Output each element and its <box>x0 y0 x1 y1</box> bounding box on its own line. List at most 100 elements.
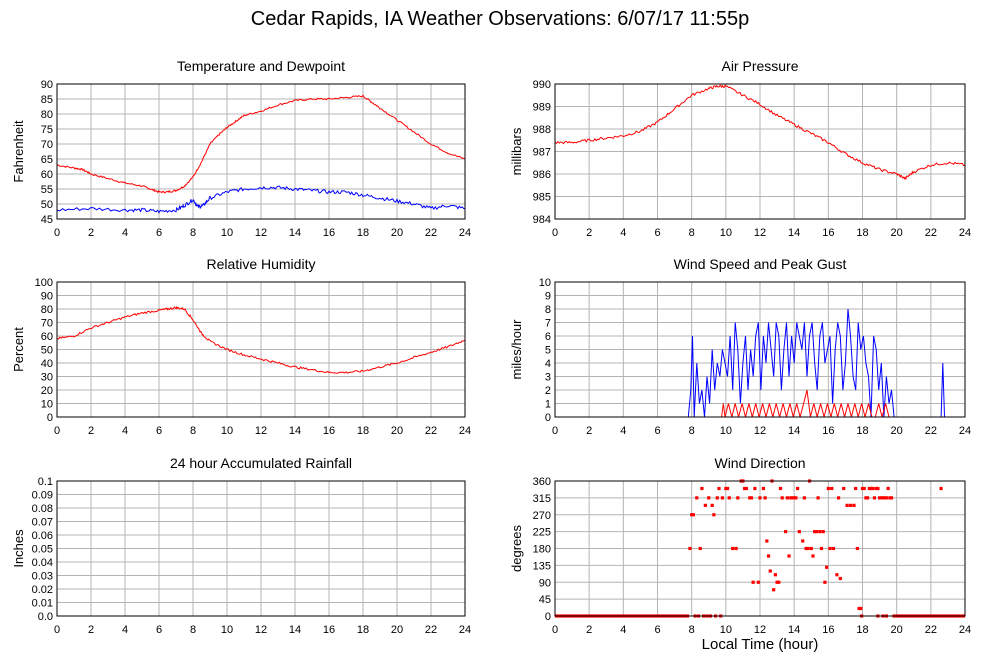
plot-frame <box>56 83 466 220</box>
direction-point <box>886 486 890 491</box>
direction-point <box>761 486 766 491</box>
x-tick-label: 0 <box>54 425 60 437</box>
direction-point <box>816 496 820 500</box>
x-tick-label: 4 <box>122 624 128 636</box>
direction-point <box>794 496 798 500</box>
direction-point <box>801 539 805 543</box>
x-tick-label: 10 <box>720 425 732 437</box>
y-tick-label: 0 <box>545 611 551 623</box>
y-axis-label: degrees <box>509 525 524 572</box>
direction-point <box>717 486 721 491</box>
x-tick-label: 20 <box>391 624 403 636</box>
x-tick-label: 20 <box>391 227 403 239</box>
y-tick-label: 0.1 <box>38 476 53 488</box>
direction-point <box>877 496 882 500</box>
plot-frame <box>56 281 466 418</box>
x-tick-label: 6 <box>156 624 162 636</box>
direction-point <box>848 503 853 507</box>
y-axis-label: Fahrenheit <box>11 120 26 183</box>
direction-point <box>710 503 714 507</box>
x-tick-label: 18 <box>357 624 369 636</box>
y-tick-label: 984 <box>533 214 551 226</box>
direction-point <box>785 496 789 500</box>
direction-point <box>734 546 738 551</box>
direction-point <box>888 496 892 500</box>
direction-point <box>763 496 767 500</box>
x-tick-label: 12 <box>754 227 766 239</box>
chart-title: Air Pressure <box>721 58 798 74</box>
y-tick-label: 6 <box>545 331 551 343</box>
direction-point <box>691 513 695 517</box>
y-tick-label: 60 <box>41 331 53 343</box>
direction-point <box>823 580 827 584</box>
series-line-0 <box>555 308 965 418</box>
x-tick-label: 14 <box>289 425 301 437</box>
x-tick-label: 6 <box>156 227 162 239</box>
y-axis-label: millibars <box>509 127 524 175</box>
x-tick-label: 14 <box>788 624 800 636</box>
series-line-0 <box>56 305 466 374</box>
direction-point <box>772 588 776 592</box>
series-line-0 <box>56 94 466 194</box>
direction-point <box>889 496 894 500</box>
direction-point <box>778 486 783 491</box>
y-tick-label: 7 <box>545 318 551 330</box>
x-tick-label: 18 <box>856 624 868 636</box>
x-axis-label: Local Time (hour) <box>701 636 819 653</box>
y-tick-label: 0.08 <box>32 503 53 515</box>
direction-point <box>749 496 754 500</box>
chart-title: Temperature and Dewpoint <box>177 58 345 74</box>
y-tick-label: 180 <box>533 544 551 556</box>
x-tick-label: 14 <box>289 624 301 636</box>
y-tick-label: 985 <box>533 192 551 204</box>
y-tick-label: 0 <box>545 412 551 424</box>
direction-point <box>789 496 793 500</box>
plot-frame <box>554 83 966 220</box>
x-tick-label: 16 <box>323 624 335 636</box>
chart-pressure: 0 2 4 6 8 10 12 14 16 18 20 22 249849859869879889899… <box>509 58 971 239</box>
x-tick-label: 16 <box>822 425 834 437</box>
direction-point <box>872 496 877 500</box>
y-tick-label: 10 <box>539 277 551 289</box>
direction-point <box>695 496 699 500</box>
direction-point <box>939 486 943 491</box>
direction-point <box>819 546 824 551</box>
x-tick-label: 8 <box>689 624 695 636</box>
direction-point <box>765 539 769 543</box>
y-tick-label: 80 <box>41 304 53 316</box>
y-tick-label: 20 <box>41 385 53 397</box>
y-tick-label: 0.09 <box>32 490 53 502</box>
x-tick-label: 6 <box>654 227 660 239</box>
direction-point <box>753 486 757 491</box>
x-tick-label: 16 <box>822 624 834 636</box>
direction-point <box>825 565 829 569</box>
y-tick-label: 987 <box>533 147 551 159</box>
y-tick-label: 90 <box>41 291 53 303</box>
x-tick-label: 22 <box>425 624 437 636</box>
x-tick-label: 14 <box>788 227 800 239</box>
x-tick-label: 10 <box>221 227 233 239</box>
x-tick-label: 18 <box>856 227 868 239</box>
x-tick-label: 10 <box>720 624 732 636</box>
direction-point <box>864 496 868 500</box>
direction-point <box>842 486 846 491</box>
x-tick-label: 16 <box>323 227 335 239</box>
y-tick-label: 45 <box>41 214 53 226</box>
direction-point <box>854 486 858 491</box>
direction-point <box>724 486 728 491</box>
x-tick-label: 24 <box>959 425 971 437</box>
direction-point <box>777 580 781 584</box>
direction-point <box>725 486 730 491</box>
series-line-1 <box>56 185 465 214</box>
x-tick-label: 6 <box>156 425 162 437</box>
direction-point <box>859 606 863 611</box>
direction-point <box>857 606 861 611</box>
x-tick-label: 12 <box>754 425 766 437</box>
x-tick-label: 12 <box>754 624 766 636</box>
x-tick-label: 0 <box>552 425 558 437</box>
y-tick-label: 80 <box>41 109 53 121</box>
x-tick-label: 4 <box>122 227 128 239</box>
y-tick-label: 0.06 <box>32 530 53 542</box>
x-tick-label: 0 <box>54 227 60 239</box>
